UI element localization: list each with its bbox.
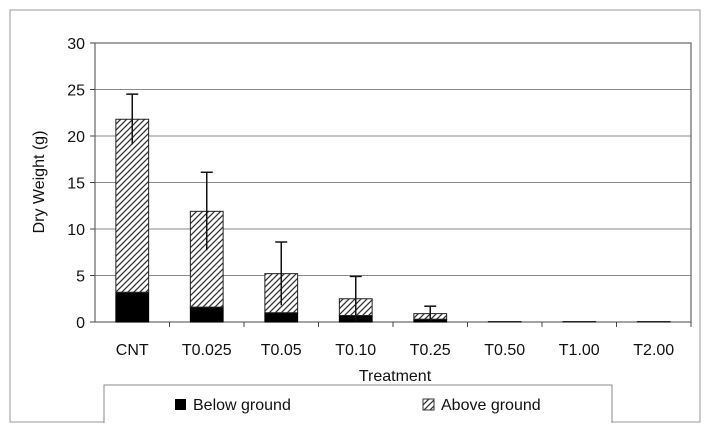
- y-tick-label: 25: [67, 83, 85, 100]
- y-tick-label: 20: [67, 129, 85, 146]
- x-tick-label: T0.025: [182, 342, 232, 359]
- x-tick-label: T0.05: [261, 342, 302, 359]
- x-tick-label: T2.00: [633, 342, 674, 359]
- bar-below-ground: [190, 307, 223, 322]
- bar-above-ground: [116, 119, 149, 292]
- legend: Below ground Above ground: [104, 385, 612, 423]
- bar-below-ground: [265, 313, 298, 322]
- y-tick-label: 5: [76, 269, 85, 286]
- y-axis-title: Dry Weight (g): [31, 131, 48, 234]
- y-tick-label: 30: [67, 36, 85, 53]
- x-tick-label: T1.00: [559, 342, 600, 359]
- x-tick-label: CNT: [116, 342, 149, 359]
- legend-swatch-above-ground: [423, 399, 434, 410]
- y-tick-label: 0: [76, 315, 85, 332]
- x-axis-title: Treatment: [359, 368, 432, 385]
- legend-label-above-ground: Above ground: [441, 397, 541, 414]
- y-tick-label: 15: [67, 176, 85, 193]
- bar-below-ground: [116, 292, 149, 322]
- outer-frame: [10, 10, 700, 422]
- y-tick-label: 10: [67, 222, 85, 239]
- x-tick-label: T0.50: [484, 342, 525, 359]
- x-tick-label: T0.25: [410, 342, 451, 359]
- legend-swatch-below-ground: [175, 399, 186, 410]
- legend-label-below-ground: Below ground: [193, 397, 291, 414]
- x-tick-label: T0.10: [335, 342, 376, 359]
